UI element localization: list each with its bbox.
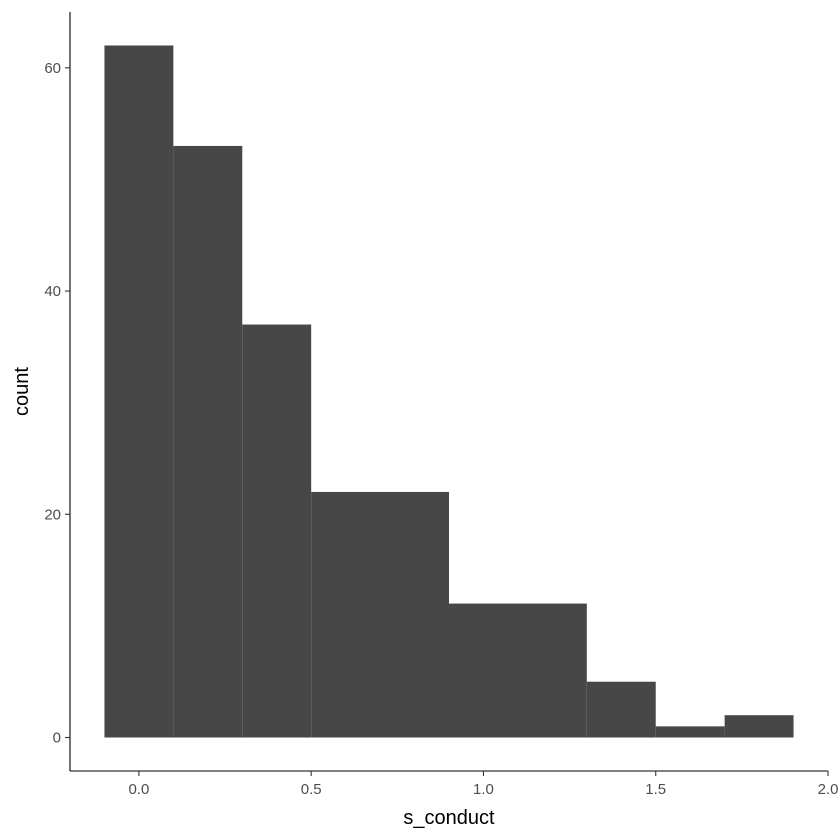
histogram-bar-1 [173,145,243,738]
histogram-bar-2 [242,324,312,738]
y-tick-label: 40 [44,283,61,300]
y-tick-label: 60 [44,60,61,77]
histogram-bar-3 [311,491,449,738]
x-tick-label: 0.5 [301,781,322,798]
histogram-bar-7 [724,715,794,738]
y-tick-label: 0 [53,730,61,747]
x-tick-label: 0.0 [128,781,149,798]
x-tick-label: 2.0 [818,781,839,798]
x-tick-label: 1.5 [645,781,666,798]
x-axis-title: s_conduct [403,807,495,829]
histogram-bar-4 [449,603,587,738]
y-axis-title: count [11,367,33,416]
histogram-bar-0 [104,45,174,738]
y-tick-label: 20 [44,506,61,523]
histogram-bar-6 [655,726,725,738]
histogram-bar-5 [586,681,656,738]
y-axis-ticks: 0 20 40 60 [44,60,70,747]
x-axis-ticks: 0.0 0.5 1.0 1.5 2.0 [128,771,838,798]
x-tick-label: 1.0 [473,781,494,798]
histogram-bars [104,45,794,738]
